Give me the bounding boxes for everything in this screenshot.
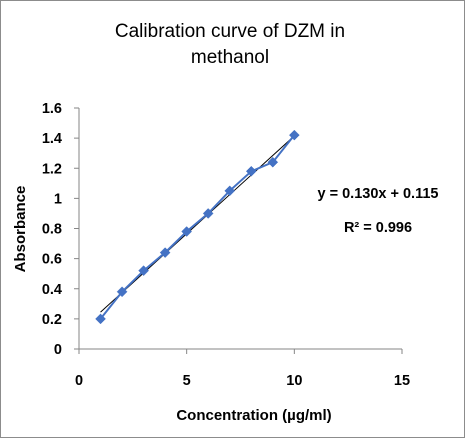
x-tick-label: 5 — [183, 373, 191, 389]
y-tick-label: 1.2 — [42, 161, 62, 177]
chart-title-line-2: methanol — [191, 47, 269, 68]
trendline-equation: y = 0.130x + 0.115 — [318, 186, 439, 202]
data-point — [159, 247, 171, 258]
chart-title-line-1: Calibration curve of DZM in — [115, 21, 345, 42]
series-line — [99, 134, 296, 320]
data-point — [245, 165, 257, 177]
data-point — [116, 286, 128, 298]
x-axis-label: Concentration (µg/ml) — [176, 407, 331, 424]
y-tick-label: 1.6 — [42, 101, 62, 117]
data-point — [138, 265, 149, 277]
data-point — [288, 129, 300, 141]
data-point — [202, 208, 214, 219]
y-tick-label: 1.4 — [42, 131, 62, 147]
y-tick-label: 0.2 — [42, 312, 62, 328]
data-point — [267, 156, 279, 168]
y-tick-label: 1 — [54, 191, 62, 207]
y-tick-label: 0.8 — [42, 222, 62, 238]
plot-area: 0 0.2 0.4 0.6 0.8 1 1.2 1.4 1.6 0 5 10 15 — [42, 101, 410, 389]
x-tick-label: 0 — [75, 373, 83, 389]
x-tick-label: 15 — [394, 373, 410, 389]
data-point — [224, 185, 236, 197]
data-point — [95, 313, 106, 325]
trendline — [100, 135, 295, 313]
y-tick-label: 0 — [54, 342, 62, 358]
y-tick-label: 0.4 — [42, 282, 62, 298]
data-point — [181, 226, 193, 237]
r-squared-value: R² = 0.996 — [344, 220, 412, 236]
y-axis-label: Absorbance — [12, 186, 29, 273]
y-tick-label: 0.6 — [42, 252, 62, 268]
x-tick-label: 10 — [286, 373, 302, 389]
